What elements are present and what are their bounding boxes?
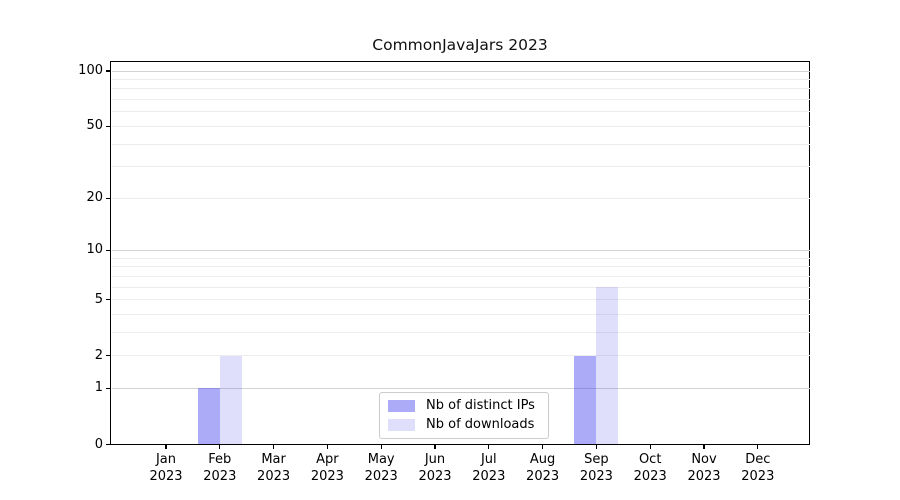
x-tick-year: 2023 xyxy=(149,469,183,484)
y-tick-mark xyxy=(106,70,111,72)
x-tick-mark xyxy=(434,444,436,449)
x-tick-month: Dec xyxy=(745,451,771,467)
bar-distinct-ips xyxy=(574,355,597,445)
x-tick-mark xyxy=(273,444,275,449)
gridline-minor xyxy=(111,125,810,127)
x-tick-mark xyxy=(649,444,651,449)
x-tick-mark xyxy=(542,444,544,449)
gridline-minor xyxy=(111,313,810,315)
y-tick-mark xyxy=(106,387,111,389)
chart-title: CommonJavaJars 2023 xyxy=(372,36,548,54)
gridline-minor xyxy=(111,331,810,333)
legend-label-distinct-ips: Nb of distinct IPs xyxy=(426,398,535,413)
x-axis-tick-label: Feb 2023 xyxy=(188,451,252,486)
x-tick-year: 2023 xyxy=(579,469,613,484)
x-tick-year: 2023 xyxy=(687,469,721,484)
gridline-minor xyxy=(111,286,810,288)
y-axis-tick-label: 20 xyxy=(86,190,103,206)
x-tick-month: Jun xyxy=(424,451,446,467)
plot-area xyxy=(111,62,810,445)
gridline-major xyxy=(111,249,810,251)
y-tick-mark xyxy=(106,249,111,252)
x-axis-tick-label: Sep 2023 xyxy=(564,451,628,486)
y-tick-mark xyxy=(106,298,111,301)
plot-frame xyxy=(110,60,811,446)
x-tick-year: 2023 xyxy=(418,469,452,484)
x-axis-tick-label: Dec 2023 xyxy=(726,451,790,486)
x-axis-tick-label: Mar 2023 xyxy=(242,451,306,486)
bar-distinct-ips xyxy=(197,388,220,445)
y-axis-tick-label: 1 xyxy=(94,380,103,396)
legend: Nb of distinct IPs Nb of downloads xyxy=(379,391,549,439)
y-axis-tick-label: 50 xyxy=(86,118,103,134)
y-tick-mark xyxy=(106,197,111,199)
x-tick-month: Oct xyxy=(638,451,662,467)
legend-swatch-distinct-ips xyxy=(388,399,415,412)
x-tick-year: 2023 xyxy=(364,469,398,484)
x-tick-mark xyxy=(703,444,705,449)
gridline-minor xyxy=(111,355,810,357)
x-tick-mark xyxy=(219,444,221,449)
gridline-minor xyxy=(111,257,810,259)
gridline-minor xyxy=(111,99,810,101)
y-axis-tick-label: 100 xyxy=(78,63,103,79)
legend-item-downloads: Nb of downloads xyxy=(388,417,540,433)
x-axis-tick-label: Jul 2023 xyxy=(457,451,521,486)
x-axis-tick-label: Oct 2023 xyxy=(618,451,682,486)
gridline-major xyxy=(111,387,810,389)
gridline-minor xyxy=(111,88,810,90)
x-tick-month: Jul xyxy=(480,451,497,467)
bar-downloads xyxy=(596,287,619,445)
y-tick-mark xyxy=(106,443,111,446)
x-tick-month: Apr xyxy=(316,451,339,467)
x-axis-tick-label: Aug 2023 xyxy=(511,451,575,486)
x-axis-tick-label: Jun 2023 xyxy=(403,451,467,486)
gridline-minor xyxy=(111,166,810,168)
x-axis-tick-label: Apr 2023 xyxy=(295,451,359,486)
gridline-minor xyxy=(111,197,810,199)
legend-item-distinct-ips: Nb of distinct IPs xyxy=(388,398,540,414)
x-tick-month: Jan xyxy=(155,451,177,467)
x-tick-month: Mar xyxy=(261,451,286,467)
x-tick-year: 2023 xyxy=(257,469,291,484)
x-tick-year: 2023 xyxy=(472,469,506,484)
x-tick-month: Nov xyxy=(691,451,717,467)
x-tick-year: 2023 xyxy=(203,469,237,484)
gridline-major xyxy=(111,70,810,72)
x-tick-mark xyxy=(488,444,490,449)
x-axis-tick-label: Jan 2023 xyxy=(134,451,198,486)
y-axis-tick-label: 5 xyxy=(94,291,103,307)
x-tick-month: Sep xyxy=(584,451,609,467)
y-tick-mark xyxy=(106,125,111,127)
x-tick-mark xyxy=(380,444,382,449)
legend-label-downloads: Nb of downloads xyxy=(426,417,535,432)
y-tick-mark xyxy=(106,355,111,357)
gridline-minor xyxy=(111,143,810,145)
gridline-minor xyxy=(111,299,810,301)
gridline-minor xyxy=(111,79,810,81)
x-axis-tick-label: Nov 2023 xyxy=(672,451,736,486)
y-axis-tick-label: 2 xyxy=(94,347,103,363)
y-axis-tick-label: 10 xyxy=(86,242,103,258)
gridline-minor xyxy=(111,111,810,113)
x-tick-year: 2023 xyxy=(741,469,775,484)
gridline-minor xyxy=(111,266,810,268)
x-axis-tick-label: May 2023 xyxy=(349,451,413,486)
x-tick-month: Feb xyxy=(208,451,232,467)
y-axis-tick-label: 0 xyxy=(94,436,103,452)
x-tick-year: 2023 xyxy=(526,469,560,484)
legend-swatch-downloads xyxy=(388,418,415,431)
x-tick-month: May xyxy=(367,451,395,467)
x-tick-year: 2023 xyxy=(310,469,344,484)
bar-downloads xyxy=(219,355,242,445)
x-tick-year: 2023 xyxy=(633,469,667,484)
x-tick-mark xyxy=(757,444,759,449)
gridline-minor xyxy=(111,275,810,277)
x-tick-mark xyxy=(595,444,597,449)
x-tick-mark xyxy=(326,444,328,449)
x-tick-mark xyxy=(165,444,167,449)
x-tick-month: Aug xyxy=(529,451,556,467)
